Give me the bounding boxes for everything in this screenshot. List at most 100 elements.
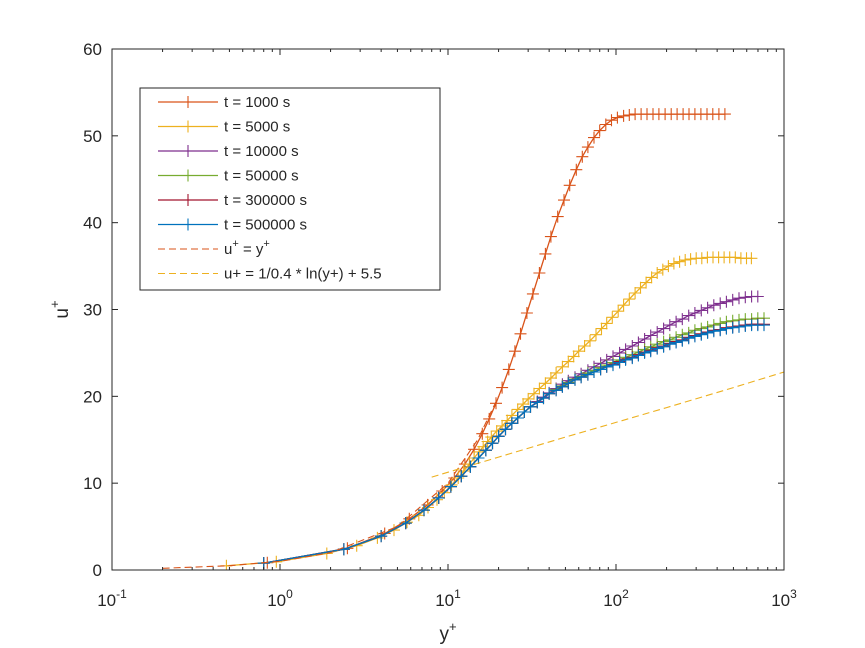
series-1-point-12: [452, 472, 465, 484]
series-6: [162, 396, 500, 569]
series-2-point-43: [688, 307, 701, 319]
series-5-point-6: [444, 480, 457, 493]
series-1-point-66: [745, 252, 758, 265]
series-5-point-24: [569, 373, 581, 386]
series-0-point-11: [490, 397, 502, 410]
series-5-point-11: [486, 437, 499, 450]
series-0-point-25: [576, 150, 589, 163]
series-2-point-47: [714, 297, 727, 310]
series-5-point-38: [657, 340, 670, 353]
y-axis-label: u+: [47, 300, 73, 318]
series-1-point-63: [729, 251, 742, 264]
series-5-point-51: [739, 320, 752, 332]
series-1-point-40: [600, 317, 613, 330]
series-0-point-17: [526, 287, 539, 300]
series-2-point-35: [638, 333, 651, 345]
x-axis-label: y+: [439, 619, 456, 645]
series-1-point-38: [590, 328, 602, 341]
series-5-point-32: [619, 353, 632, 366]
series-5-point-14: [505, 417, 518, 430]
series-1-point-27: [528, 387, 540, 400]
series-1-point-31: [550, 366, 563, 379]
series-1-point-32: [556, 360, 569, 373]
series-5-point-2: [375, 530, 388, 543]
series-0-point-9: [476, 427, 489, 440]
series-5-point-15: [511, 412, 524, 424]
series-5-point-47: [714, 324, 727, 337]
legend-marker-2: [182, 145, 194, 157]
series-0-point-13: [502, 363, 515, 376]
series-2-point-50: [733, 292, 745, 305]
series-1-point-22: [501, 414, 514, 427]
series-5-point-36: [644, 345, 657, 358]
series-5-point-20: [543, 387, 556, 400]
series-2-point-36: [644, 329, 657, 342]
series-1-point-46: [634, 281, 647, 294]
series-line-7: [431, 371, 784, 478]
series-0-point-30: [605, 114, 618, 127]
series-5-point-13: [499, 423, 512, 436]
series-5-point-34: [632, 349, 645, 362]
y-tick-label-4: 40: [83, 214, 102, 233]
series-1-point-34: [567, 350, 580, 363]
series-1-point-45: [629, 287, 642, 299]
legend-label-7: u+ = 1/0.4 * ln(y+) + 5.5: [224, 266, 382, 283]
x-tick-label-2: 101: [435, 587, 461, 610]
x-tick-label-3: 102: [603, 587, 629, 610]
series-5-point-12: [492, 430, 505, 443]
series-2-point-48: [720, 295, 733, 308]
series-1-point-26: [522, 392, 535, 405]
series-5-point-33: [626, 352, 639, 365]
series-5-point-23: [562, 377, 575, 390]
series-5-point-41: [676, 334, 689, 347]
series-5-point-10: [479, 444, 492, 457]
series-2-point-46: [707, 299, 720, 312]
legend-label-3: t = 50000 s: [224, 168, 299, 185]
y-tick-label-5: 50: [83, 127, 102, 146]
series-5-point-42: [682, 332, 695, 345]
legend-label-6: u+ = y+: [224, 238, 270, 258]
series-5-point-18: [531, 396, 544, 409]
series-1-point-52: [667, 257, 680, 270]
axes-layer: 10-1 100 101 102 103 0 10 20 30 40 50 60 y+ u+: [47, 40, 797, 645]
series-0-point-33: [623, 109, 636, 121]
legend-box: [139, 87, 441, 291]
series-1-point-53: [673, 255, 686, 268]
x-tick-label-0: 10-1: [97, 587, 127, 610]
series-0-point-15: [514, 327, 527, 340]
series-1-point-51: [662, 260, 675, 273]
series-5-point-40: [670, 336, 683, 349]
series-5-point-7: [455, 470, 468, 483]
series-5-point-25: [575, 371, 588, 384]
series-1-point-57: [695, 252, 708, 265]
series-0-point-49: [718, 108, 731, 121]
legend-marker-4: [182, 194, 194, 206]
series-1-point-20: [490, 425, 503, 438]
series-0-point-26: [581, 141, 594, 154]
y-tick-label-1: 10: [83, 474, 102, 493]
series-5-point-39: [663, 338, 676, 351]
series-1-point-7: [412, 509, 425, 522]
series-2-point-41: [676, 313, 689, 326]
series-0-point-14: [508, 345, 521, 358]
series-2-point-40: [670, 315, 683, 328]
series-7: [431, 371, 784, 478]
series-5-point-16: [518, 406, 531, 418]
series-5-point-45: [701, 326, 714, 339]
series-0-point-22: [558, 194, 570, 207]
series-1-point-5: [388, 524, 400, 537]
series-5-point-37: [651, 342, 664, 355]
series-1-point-35: [572, 345, 585, 358]
series-5-point-21: [550, 384, 563, 397]
series-line-6: [162, 396, 500, 569]
series-0-point-20: [544, 230, 557, 243]
series-2-point-44: [695, 304, 708, 317]
series-1-point-30: [544, 372, 557, 385]
series-1-point-21: [496, 419, 509, 432]
legend-label-1: t = 5000 s: [224, 119, 290, 136]
series-1-point-19: [485, 431, 498, 444]
series-2-point-38: [657, 322, 670, 335]
series-2-point-45: [701, 301, 714, 314]
y-tick-label-6: 60: [83, 40, 102, 59]
